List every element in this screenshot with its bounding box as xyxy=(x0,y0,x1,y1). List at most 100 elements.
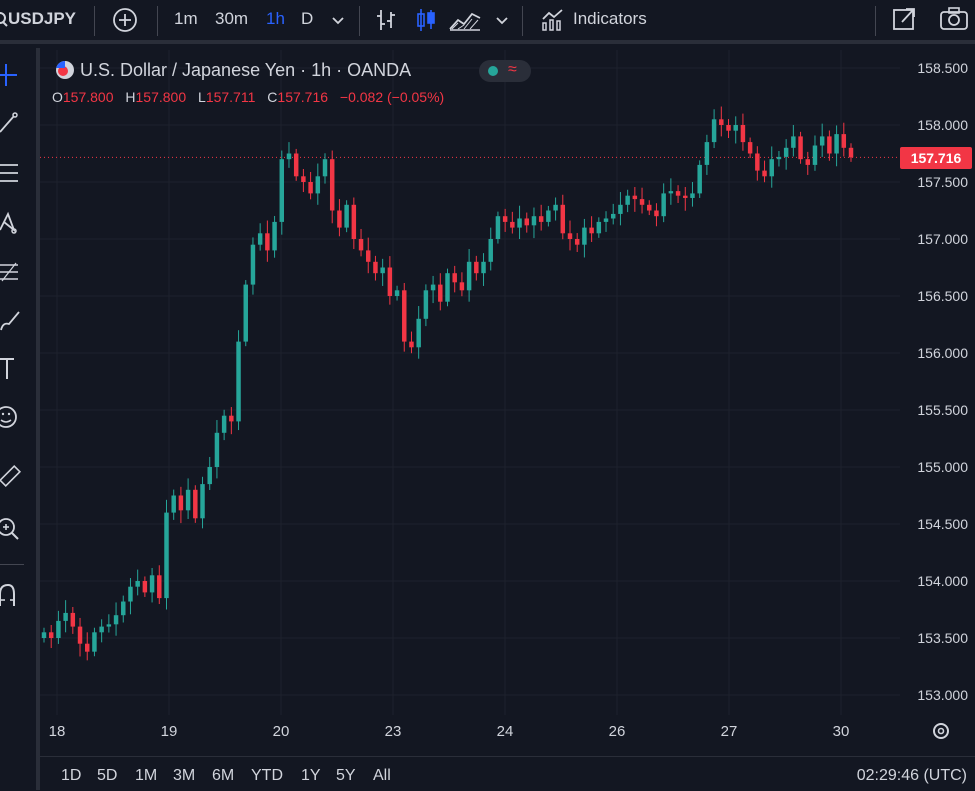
range-5y[interactable]: 5Y xyxy=(336,767,356,784)
close-key: C xyxy=(267,89,278,105)
candle-body xyxy=(308,182,313,194)
candle-body xyxy=(279,159,285,222)
range-5d[interactable]: 5D xyxy=(97,767,118,784)
candle-body xyxy=(193,489,198,519)
candle-body xyxy=(481,261,486,274)
toolbar-divider xyxy=(94,6,95,36)
ruler-icon[interactable] xyxy=(0,464,24,490)
indicators-icon[interactable] xyxy=(540,7,566,33)
camera-icon[interactable] xyxy=(939,7,969,31)
toolbar-divider xyxy=(875,6,876,36)
symbol-name[interactable]: USDJPY xyxy=(8,9,77,28)
brush-icon[interactable] xyxy=(0,308,24,334)
text-icon[interactable] xyxy=(0,356,24,382)
candle-body xyxy=(618,204,623,214)
chart-grid xyxy=(40,50,900,715)
candle-body xyxy=(214,432,220,467)
candle-body xyxy=(409,341,414,348)
open-value: 157.800 xyxy=(62,89,114,105)
candle-body xyxy=(257,233,263,245)
candle-body xyxy=(128,586,133,602)
indicators-button[interactable]: Indicators xyxy=(573,9,647,28)
interval-1h[interactable]: 1h xyxy=(266,9,285,28)
time-tick-label: 26 xyxy=(609,723,626,740)
candle-body xyxy=(164,512,169,599)
price-tick-label: 158.500 xyxy=(917,60,968,76)
crosshair-icon[interactable] xyxy=(0,62,24,88)
range-ytd[interactable]: YTD xyxy=(251,767,283,784)
market-open-dot-icon xyxy=(488,66,498,76)
snapshot-icon[interactable] xyxy=(891,6,917,32)
utc-clock[interactable]: 02:29:46 (UTC) xyxy=(856,767,967,784)
candle-body xyxy=(546,210,551,222)
candle-body xyxy=(200,484,205,519)
pattern-icon[interactable] xyxy=(0,210,24,236)
bar-style-icon[interactable] xyxy=(374,7,398,33)
candle-body xyxy=(250,244,256,285)
interval-1m[interactable]: 1m xyxy=(174,9,198,28)
ohlc-values: O157.800 H157.800 L157.711 C157.716 −0.0… xyxy=(52,89,452,105)
price-tick-label: 155.500 xyxy=(917,402,968,418)
range-6m[interactable]: 6M xyxy=(212,767,235,784)
settings-gear-icon[interactable] xyxy=(930,720,952,742)
candle-body xyxy=(229,415,234,422)
price-tick-label: 154.500 xyxy=(917,516,968,532)
candle-body xyxy=(654,210,659,217)
zoom-icon[interactable] xyxy=(0,516,24,542)
candle-body xyxy=(236,341,241,422)
range-1y[interactable]: 1Y xyxy=(301,767,321,784)
candle-body xyxy=(827,136,832,154)
candle-body xyxy=(56,620,61,638)
price-tick-label: 153.000 xyxy=(917,687,968,703)
candle-body xyxy=(474,261,479,274)
candle-body xyxy=(373,261,378,274)
interval-30m[interactable]: 30m xyxy=(215,9,249,28)
add-symbol-icon[interactable] xyxy=(112,7,138,33)
search-icon[interactable] xyxy=(0,11,8,27)
candle-body xyxy=(647,204,652,211)
time-tick-label: 27 xyxy=(721,723,738,740)
emoji-icon[interactable] xyxy=(0,404,24,430)
candle-body xyxy=(582,227,587,245)
legend-status-badge[interactable]: ≈ xyxy=(479,60,531,82)
range-all[interactable]: All xyxy=(373,767,391,784)
candle-body xyxy=(149,575,155,593)
magnet-icon[interactable] xyxy=(0,582,24,608)
candle-body xyxy=(113,615,119,625)
area-style-icon[interactable] xyxy=(448,7,482,33)
candle-body xyxy=(366,250,371,262)
chevron-down-icon[interactable] xyxy=(495,13,509,25)
price-tick-label: 153.500 xyxy=(917,630,968,646)
close-value: 157.716 xyxy=(277,89,329,105)
candle-body xyxy=(459,282,465,291)
candle-body xyxy=(762,170,767,177)
candle-body xyxy=(740,125,746,143)
candle-body xyxy=(560,204,566,234)
candle-body xyxy=(538,216,544,222)
chevron-down-icon[interactable] xyxy=(331,13,345,25)
candle-body xyxy=(812,145,818,165)
candle-body xyxy=(358,239,364,251)
candle-body xyxy=(697,164,702,194)
candle-body xyxy=(834,134,839,154)
time-tick-label: 19 xyxy=(161,723,178,740)
candle-style-icon[interactable] xyxy=(414,7,438,33)
horizontal-lines-icon[interactable] xyxy=(0,160,24,186)
candle-body xyxy=(769,159,774,177)
left-drawing-toolbar xyxy=(0,48,40,790)
candle-body xyxy=(805,159,811,165)
candle-body xyxy=(755,153,760,171)
range-1d[interactable]: 1D xyxy=(61,767,82,784)
fib-icon[interactable] xyxy=(0,259,24,285)
interval-d[interactable]: D xyxy=(301,9,314,28)
range-3m[interactable]: 3M xyxy=(173,767,196,784)
price-tick-label: 157.500 xyxy=(917,174,968,190)
range-1m[interactable]: 1M xyxy=(135,767,158,784)
time-tick-label: 24 xyxy=(497,723,514,740)
time-tick-label: 30 xyxy=(833,723,850,740)
price-tick-label: 155.000 xyxy=(917,459,968,475)
candle-body xyxy=(553,204,558,211)
trend-line-icon[interactable] xyxy=(0,110,24,136)
candle-body xyxy=(315,176,321,194)
